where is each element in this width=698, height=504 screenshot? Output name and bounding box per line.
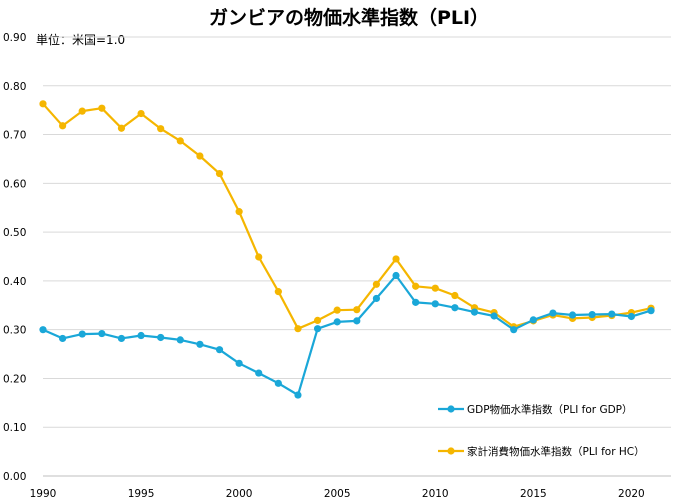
- data-point: [176, 336, 184, 344]
- y-tick-label: 0.90: [3, 32, 26, 44]
- data-point: [255, 369, 263, 377]
- data-point: [372, 294, 381, 303]
- y-tick-label: 0.40: [3, 276, 26, 288]
- data-point: [39, 326, 47, 334]
- data-point: [431, 300, 439, 308]
- y-tick-label: 0.20: [3, 373, 26, 385]
- x-tick-label: 1990: [30, 488, 57, 500]
- series-line: [42, 274, 652, 397]
- data-point: [627, 312, 635, 321]
- data-point: [333, 306, 341, 314]
- x-tick-label: 2020: [618, 488, 645, 500]
- data-point: [568, 311, 577, 319]
- data-point: [274, 288, 282, 296]
- data-point: [59, 122, 67, 130]
- y-tick-label: 0.60: [3, 178, 26, 190]
- data-point: [333, 318, 341, 326]
- data-point: [470, 308, 479, 316]
- legend-label: 家計消費物価水準指数（PLI for HC）: [467, 445, 645, 458]
- data-point: [255, 253, 263, 261]
- data-point: [451, 291, 459, 300]
- data-point: [294, 325, 302, 333]
- series-layer: [39, 100, 655, 399]
- data-point: [490, 312, 498, 320]
- data-point: [372, 280, 381, 288]
- data-point: [235, 359, 243, 367]
- series-line: [42, 103, 652, 330]
- data-point: [176, 137, 184, 145]
- data-point: [117, 124, 126, 132]
- data-point: [294, 391, 302, 399]
- legend-swatch-marker: [447, 447, 455, 455]
- data-point: [313, 316, 322, 324]
- x-tick-label: 2000: [226, 488, 253, 500]
- data-point: [137, 331, 145, 340]
- data-point: [412, 282, 420, 290]
- data-point: [313, 325, 322, 333]
- chart-title: ガンビアの物価水準指数（PLI）: [209, 6, 489, 29]
- legend-swatch-marker: [447, 405, 455, 413]
- data-point: [137, 109, 145, 118]
- data-point: [78, 107, 86, 115]
- data-point: [78, 330, 86, 338]
- data-point: [196, 152, 204, 160]
- y-tick-label: 0.10: [3, 422, 26, 434]
- data-point: [451, 304, 459, 312]
- data-point: [274, 379, 282, 387]
- legend: GDP物価水準指数（PLI for GDP） 家計消費物価水準指数（PLI for…: [438, 403, 645, 458]
- y-tick-label: 0.50: [3, 227, 26, 239]
- data-point: [117, 334, 126, 343]
- x-tick-label: 2015: [520, 488, 547, 500]
- data-point: [412, 298, 420, 306]
- data-point: [98, 329, 106, 338]
- data-point: [157, 333, 165, 342]
- data-point: [157, 125, 165, 133]
- data-point: [39, 100, 47, 108]
- gridlines: [43, 36, 671, 477]
- data-point: [353, 317, 361, 325]
- x-tick-label: 2005: [324, 488, 351, 500]
- data-point: [98, 104, 106, 112]
- data-point: [529, 316, 537, 324]
- x-axis-ticks: 1990 1995 2000 2005 2010 2015 2020: [30, 488, 645, 500]
- x-tick-label: 2010: [422, 488, 449, 500]
- data-point: [196, 340, 204, 348]
- series-0: [39, 271, 655, 399]
- y-axis-ticks: 0.00 0.10 0.20 0.30 0.40 0.50 0.60 0.70 0.80 0.90: [3, 32, 26, 483]
- unit-note: 単位：米国=1.0: [36, 32, 125, 47]
- data-point: [215, 169, 224, 178]
- y-tick-label: 0.00: [3, 471, 26, 483]
- data-point: [353, 306, 361, 314]
- y-tick-label: 0.70: [3, 130, 26, 142]
- data-point: [608, 310, 616, 318]
- y-tick-label: 0.80: [3, 81, 26, 93]
- data-point: [647, 307, 655, 315]
- data-point: [549, 309, 557, 317]
- data-point: [59, 334, 67, 343]
- data-point: [215, 346, 224, 354]
- data-point: [392, 271, 400, 280]
- data-point: [588, 310, 596, 319]
- x-tick-label: 1995: [128, 488, 155, 500]
- data-point: [431, 284, 439, 292]
- data-point: [392, 255, 400, 263]
- y-tick-label: 0.30: [3, 325, 26, 337]
- data-point: [510, 326, 518, 334]
- data-point: [235, 208, 243, 216]
- legend-label: GDP物価水準指数（PLI for GDP）: [467, 403, 633, 416]
